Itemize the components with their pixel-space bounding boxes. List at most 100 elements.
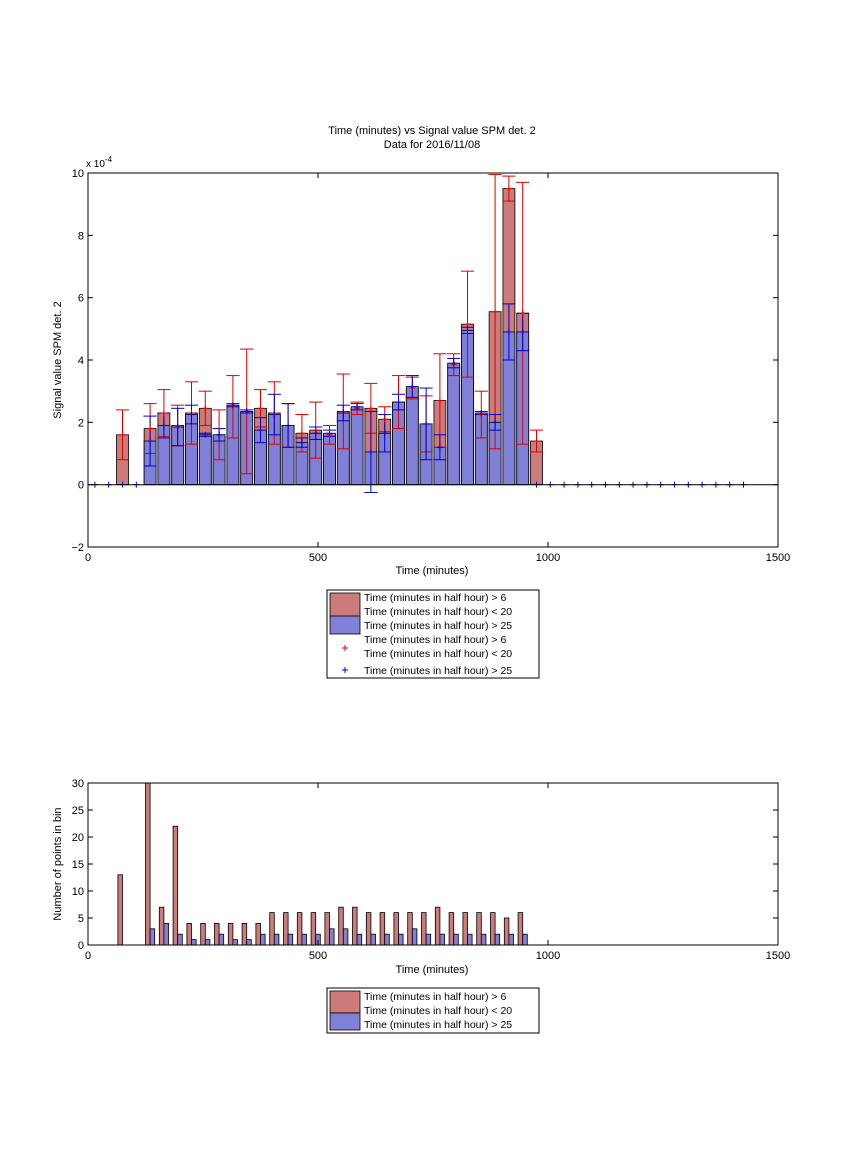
- chart1-y-exponent: x 10-4: [86, 155, 113, 170]
- chart2-bar-s0-9: [255, 923, 261, 946]
- chart1-marker-s1-18: [340, 409, 347, 416]
- chart2-bar-s0-8: [241, 923, 248, 946]
- chart2-bar-s1-15: [356, 933, 363, 946]
- chart1-marker-s0-27: [505, 185, 512, 192]
- chart2-x-label: Time (minutes): [396, 964, 469, 976]
- chart2-bar-s0-28: [517, 912, 524, 946]
- chart1-x-ticks: 0 500 1000 1500: [85, 173, 790, 564]
- chart1-marker-s0-22: [436, 397, 443, 404]
- chart1-marker-s1-15: [298, 439, 305, 446]
- chart2-legend-blue-line1: Time (minutes in half hour) > 25: [364, 1019, 512, 1031]
- chart1-y-exponent-power: -4: [105, 155, 113, 164]
- chart2-ytick-label-5: 25: [72, 805, 84, 817]
- chart2-bar-s1-24: [480, 933, 487, 946]
- chart2-legend: Time (minutes in half hour) > 6 Time (mi…: [326, 987, 540, 1034]
- chart1-marker-s0-12: [298, 430, 305, 437]
- chart2-legend-patch-red: [329, 990, 361, 1014]
- chart1-marker-s0-28: [519, 310, 526, 317]
- chart2-bar-s0-18: [379, 912, 386, 946]
- chart2-axes-frame: [87, 782, 779, 946]
- chart2-bar-s0-0: [117, 874, 123, 946]
- chart2-y-ticks: 0 5 10 15 20 25 30: [72, 778, 778, 952]
- chart1-marker-s1-5: [160, 422, 167, 429]
- chart1-marker-s1-4: [147, 438, 154, 445]
- chart2-bar-s0-26: [490, 912, 496, 946]
- chart2-bar-s0-6: [214, 923, 220, 946]
- chart1-ytick-label-1: 0: [78, 480, 84, 492]
- chart2-bar-s0-25: [476, 912, 482, 946]
- chart2-bars: [117, 782, 528, 946]
- chart1-bar-s1-23: [405, 386, 419, 486]
- chart1-marker-s1-21: [381, 430, 388, 437]
- chart2-bar-s1-26: [508, 933, 514, 946]
- chart1-marker-s1-20: [367, 448, 374, 455]
- chart2-bar-s0-5: [200, 923, 206, 946]
- chart2-x-ticks: 0 500 1000 1500: [85, 783, 790, 962]
- chart1-xtick-label-3: 1500: [766, 552, 790, 564]
- chart1-marker-s1-14: [285, 422, 292, 429]
- chart1-legend-patch-red: [329, 592, 361, 618]
- chart2-bar-s0-24: [462, 912, 468, 946]
- chart2-bar-s0-20: [407, 912, 413, 946]
- chart2-bar-s0-1: [145, 782, 151, 946]
- chart2-bar-s0-23: [448, 912, 455, 946]
- chart2-bar-s1-20: [425, 933, 432, 946]
- chart1-ytick-label-5: 8: [78, 230, 84, 242]
- chart2-bar-s0-10: [269, 912, 275, 946]
- chart1-marker-s1-11: [243, 408, 250, 415]
- chart2-bar-s1-19: [411, 928, 418, 946]
- chart1-bar-s1-8: [198, 434, 212, 486]
- chart2-xtick-label-0: 0: [85, 950, 91, 962]
- chart2-bar-s1-5: [218, 933, 225, 946]
- chart1-marker-s1-31: [519, 328, 526, 335]
- chart1-marker-s1-12: [257, 427, 264, 434]
- chart2-bar-s1-14: [342, 928, 349, 946]
- chart2-bar-s0-11: [283, 912, 289, 946]
- chart2-bar-s0-14: [324, 912, 330, 946]
- chart1-marker-s1-16: [312, 430, 319, 437]
- chart1-xtick-label-2: 1000: [536, 552, 560, 564]
- chart1-marker-s0-18: [381, 416, 388, 423]
- chart2-bar-s1-25: [494, 933, 501, 946]
- chart2-bar-s1-22: [453, 933, 459, 946]
- chart1-marker-s0-5: [202, 405, 209, 412]
- chart2-bar-s1-21: [439, 933, 445, 946]
- chart2-bar-s0-17: [365, 912, 372, 946]
- chart1-marker-s0-0: [119, 431, 126, 438]
- chart2-bar-s1-27: [522, 933, 528, 946]
- chart2-bar-s0-2: [158, 906, 165, 946]
- chart1-marker-s0-1: [147, 425, 154, 432]
- chart2-legend-red-line1: Time (minutes in half hour) > 6: [364, 991, 506, 1003]
- chart1-marker-s1-28: [478, 409, 485, 416]
- chart1-axes-frame: [87, 172, 779, 548]
- chart2-bar-s0-7: [227, 923, 234, 946]
- chart1-title: Time (minutes) vs Signal value SPM det. …: [328, 125, 535, 137]
- chart2-y-label: Number of points in bin: [52, 807, 64, 920]
- chart1-legend-red-line1: Time (minutes in half hour) > 6: [364, 592, 506, 604]
- chart2-ytick-label-1: 5: [78, 913, 84, 925]
- chart1-marker-s1-29: [492, 419, 499, 426]
- chart1-legend-marker-blue-line1: Time (minutes in half hour) > 25: [364, 665, 512, 677]
- chart1-marker-s1-23: [409, 383, 416, 390]
- chart2-bar-s0-12: [296, 912, 303, 946]
- chart2-xtick-label-3: 1500: [766, 950, 790, 962]
- chart2-bar-s1-9: [273, 933, 280, 946]
- chart1-marker-s1-9: [216, 431, 223, 438]
- chart1-bar-s1-26: [447, 362, 461, 486]
- chart1-legend-marker-red-line1: Time (minutes in half hour) > 6: [364, 634, 506, 646]
- chart2-ytick-label-2: 10: [72, 886, 84, 898]
- chart2-ytick-label-3: 15: [72, 859, 84, 871]
- chart1-marker-s0-26: [492, 308, 499, 315]
- chart2-legend-red-line2: Time (minutes in half hour) < 20: [364, 1005, 512, 1017]
- chart2-xtick-label-2: 1000: [536, 950, 560, 962]
- chart1-y-label: Signal value SPM det. 2: [52, 301, 64, 418]
- chart2-xtick-label-1: 500: [309, 950, 327, 962]
- chart2-bar-s1-3: [191, 939, 197, 946]
- chart1-legend-box: [326, 589, 540, 679]
- chart1-marker-s0-24: [464, 321, 471, 328]
- chart2-bar-s0-13: [310, 912, 317, 946]
- chart1-marker-s1-8: [202, 431, 209, 438]
- chart2-bar-s1-10: [287, 933, 294, 946]
- chart1-legend-patch-blue: [329, 615, 361, 635]
